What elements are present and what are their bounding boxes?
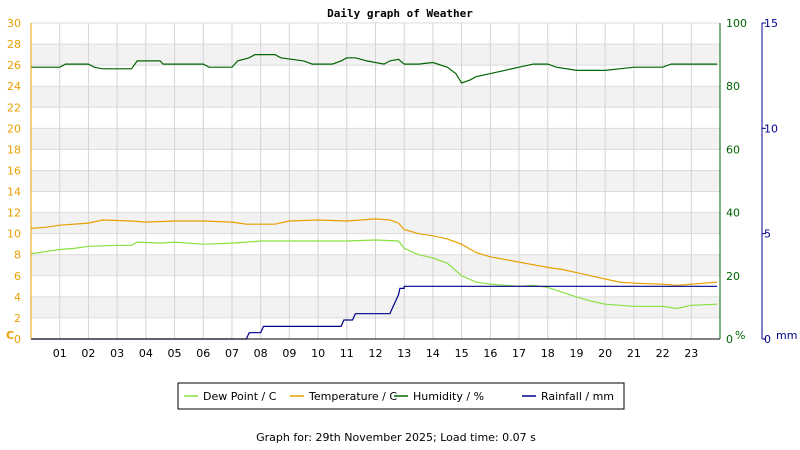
x-tick-label: 04 [139,347,153,360]
temp-tick-label: 30 [7,17,21,30]
temp-tick-label: 14 [7,186,21,199]
temp-tick-label: 18 [7,143,21,156]
temp-tick-label: 10 [7,228,21,241]
x-tick-label: 01 [53,347,67,360]
temp-axis-label: C [6,329,14,342]
rain-tick-label: 15 [764,17,778,30]
series-line [30,218,718,286]
x-tick-label: 17 [512,347,526,360]
x-tick-label: 13 [397,347,411,360]
temp-tick-label: 6 [14,270,21,283]
temp-tick-label: 28 [7,38,21,51]
temp-tick-label: 12 [7,207,21,220]
x-tick-label: 11 [340,347,354,360]
x-tick-label: 14 [426,347,440,360]
x-tick-label: 03 [110,347,124,360]
legend-items: Dew Point / C Temperature / C Humidity / %… [184,390,614,403]
rain-axis-label: mm [776,329,797,342]
legend-label: Temperature / C [308,390,397,403]
x-tick-label: 06 [196,347,210,360]
legend-label: Humidity / % [413,390,484,403]
legend-box [177,382,625,410]
temp-tick-label: 26 [7,59,21,72]
x-tick-label: 09 [282,347,296,360]
humidity-tick-label: 40 [726,207,740,220]
humidity-tick-label: 0 [726,333,733,346]
x-tick-label: 02 [81,347,95,360]
temp-tick-label: 20 [7,122,21,135]
legend-label: Dew Point / C [203,390,277,403]
series-line [30,239,718,310]
rain-tick-label: 5 [764,228,771,241]
x-tick-label: 20 [598,347,612,360]
chart-title: Daily graph of Weather [327,7,473,20]
temp-tick-label: 24 [7,80,21,93]
footer-text: Graph for: 29th November 2025; Load time… [256,431,536,444]
temp-tick-label: 4 [14,291,21,304]
rain-tick-label: 0 [764,333,771,346]
humidity-tick-label: 80 [726,80,740,93]
chart-axes [30,23,763,340]
legend: Dew Point / C Temperature / C Humidity / %… [177,382,625,410]
x-tick-label: 12 [369,347,383,360]
x-tick-label: 22 [656,347,670,360]
temp-tick-label: 22 [7,101,21,114]
rain-tick-label: 10 [764,122,778,135]
plot-grid [31,22,720,340]
humidity-tick-label: 20 [726,270,740,283]
x-tick-label: 10 [311,347,325,360]
temp-tick-label: 16 [7,164,21,177]
temp-tick-label: 8 [14,249,21,262]
x-tick-label: 07 [225,347,239,360]
x-tick-label: 19 [569,347,583,360]
x-tick-label: 23 [684,347,698,360]
series-lines [30,54,718,340]
series-line [31,285,718,340]
x-tick-label: 16 [483,347,497,360]
x-tick-label: 05 [168,347,182,360]
humidity-axis-label: % [735,329,745,342]
temp-tick-label: 0 [14,333,21,346]
humidity-tick-label: 100 [726,17,747,30]
x-tick-label: 08 [254,347,268,360]
x-tick-label: 21 [627,347,641,360]
legend-label: Rainfall / mm [541,390,614,403]
tick-labels: 0246810121416182022242628300204060801000… [7,17,778,360]
x-tick-label: 15 [455,347,469,360]
x-tick-label: 18 [541,347,555,360]
temp-tick-label: 2 [14,312,21,325]
series-line [31,54,718,84]
humidity-tick-label: 60 [726,143,740,156]
